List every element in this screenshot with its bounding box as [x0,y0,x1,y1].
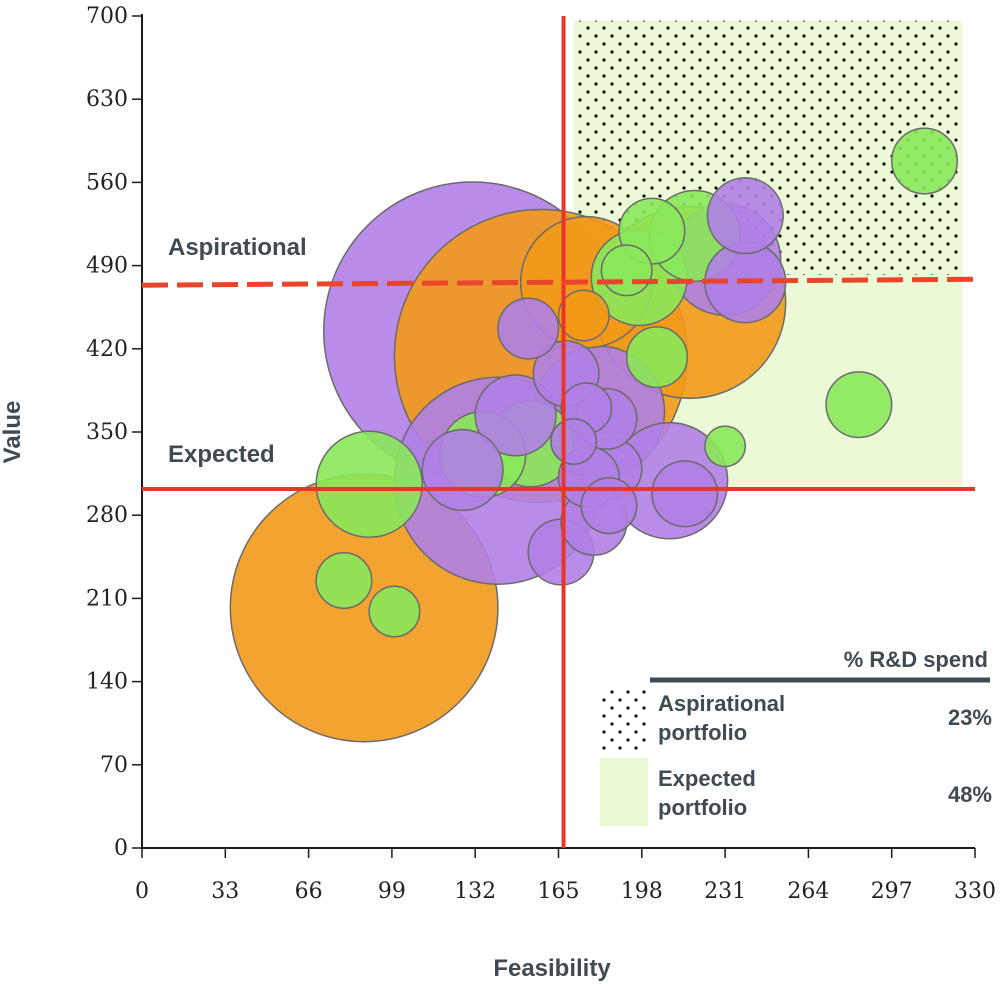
x-tick-label: 330 [954,879,996,904]
x-tick-label: 0 [135,879,149,904]
y-axis-title: Value [0,401,26,464]
bubble-purple [651,460,719,528]
y-tick-label: 70 [100,753,128,778]
y-tick-label: 630 [86,87,128,112]
bubble-purple [474,374,557,457]
y-tick-label: 280 [86,503,128,528]
bubble-purple [580,477,638,535]
bubble-green [825,371,893,439]
y-tick-label: 140 [86,670,128,695]
x-tick-label: 132 [454,879,496,904]
x-tick-label: 33 [211,879,239,904]
legend-item-aspirational-line1: Aspirational [658,691,785,716]
x-tick-label: 66 [295,879,323,904]
x-tick-label: 165 [538,879,580,904]
x-tick-label: 297 [871,879,913,904]
bubble-purple [421,428,504,512]
legend-item-aspirational-line2: portfolio [658,720,747,745]
x-tick-label: 99 [378,879,406,904]
bubble-green [625,326,688,389]
y-tick-label: 560 [86,170,128,195]
expected-label: Expected [168,441,275,468]
y-tick-label: 350 [86,420,128,445]
bubble-green [315,552,373,610]
y-tick-label: 0 [114,836,128,861]
bubble-green [368,585,421,638]
legend: % R&D spend Aspirational portfolio 23% E… [600,647,992,826]
y-tick-label: 420 [86,337,128,362]
bubble-green [890,127,959,195]
legend-swatch-dots [600,686,648,750]
y-tick-label: 700 [86,4,128,29]
bubble-purple [497,297,560,360]
tick-layer: 0 70 140 210 280 350 420 490 560 630 700 0 33 66 99 132… [86,4,996,904]
bubble-purple [550,418,598,465]
x-tick-label: 231 [704,879,746,904]
x-tick-label: 264 [787,879,829,904]
aspirational-label: Aspirational [168,234,307,261]
legend-header: % R&D spend [844,647,988,672]
legend-item-expected-value: 48% [948,782,992,807]
bubble-layer [229,127,959,743]
bubble-purple [706,177,784,255]
legend-item-expected-line1: Expected [658,766,756,791]
bubble-orange [557,289,610,342]
x-tick-label: 198 [621,879,663,904]
x-axis-title: Feasibility [493,955,611,982]
legend-swatch-green [600,758,648,826]
y-tick-label: 490 [86,254,128,279]
bubble-green [704,425,747,468]
bubble-green [600,244,653,297]
bubble-green [315,430,423,539]
legend-item-expected-line2: portfolio [658,795,747,820]
y-tick-label: 210 [86,586,128,611]
legend-item-aspirational-value: 23% [948,705,992,730]
threshold-layer [141,16,976,848]
